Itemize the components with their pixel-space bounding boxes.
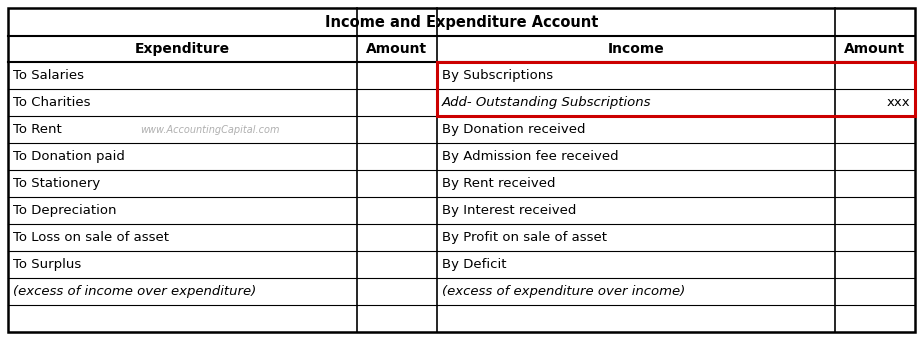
Text: To Depreciation: To Depreciation <box>13 204 116 217</box>
Text: To Surplus: To Surplus <box>13 258 81 271</box>
Text: Amount: Amount <box>845 42 905 56</box>
Text: www.AccountingCapital.com: www.AccountingCapital.com <box>140 125 280 135</box>
Text: To Salaries: To Salaries <box>13 69 84 82</box>
Text: By Admission fee received: By Admission fee received <box>442 150 618 163</box>
Text: By Profit on sale of asset: By Profit on sale of asset <box>442 231 607 244</box>
Text: (excess of expenditure over income): (excess of expenditure over income) <box>442 285 685 298</box>
Text: xxx: xxx <box>886 96 910 109</box>
Text: By Donation received: By Donation received <box>442 123 585 136</box>
Text: By Rent received: By Rent received <box>442 177 556 190</box>
Text: To Rent: To Rent <box>13 123 62 136</box>
Text: Amount: Amount <box>366 42 427 56</box>
Text: (excess of income over expenditure): (excess of income over expenditure) <box>13 285 257 298</box>
Bar <box>437 62 915 116</box>
Text: To Charities: To Charities <box>13 96 90 109</box>
Text: To Donation paid: To Donation paid <box>13 150 125 163</box>
Text: By Subscriptions: By Subscriptions <box>442 69 553 82</box>
Text: To Loss on sale of asset: To Loss on sale of asset <box>13 231 169 244</box>
Text: By Deficit: By Deficit <box>442 258 507 271</box>
Text: Income and Expenditure Account: Income and Expenditure Account <box>325 15 598 29</box>
Text: To Stationery: To Stationery <box>13 177 101 190</box>
Text: By Interest received: By Interest received <box>442 204 576 217</box>
Text: Expenditure: Expenditure <box>135 42 230 56</box>
Text: Add- Outstanding Subscriptions: Add- Outstanding Subscriptions <box>442 96 652 109</box>
Text: Income: Income <box>607 42 665 56</box>
